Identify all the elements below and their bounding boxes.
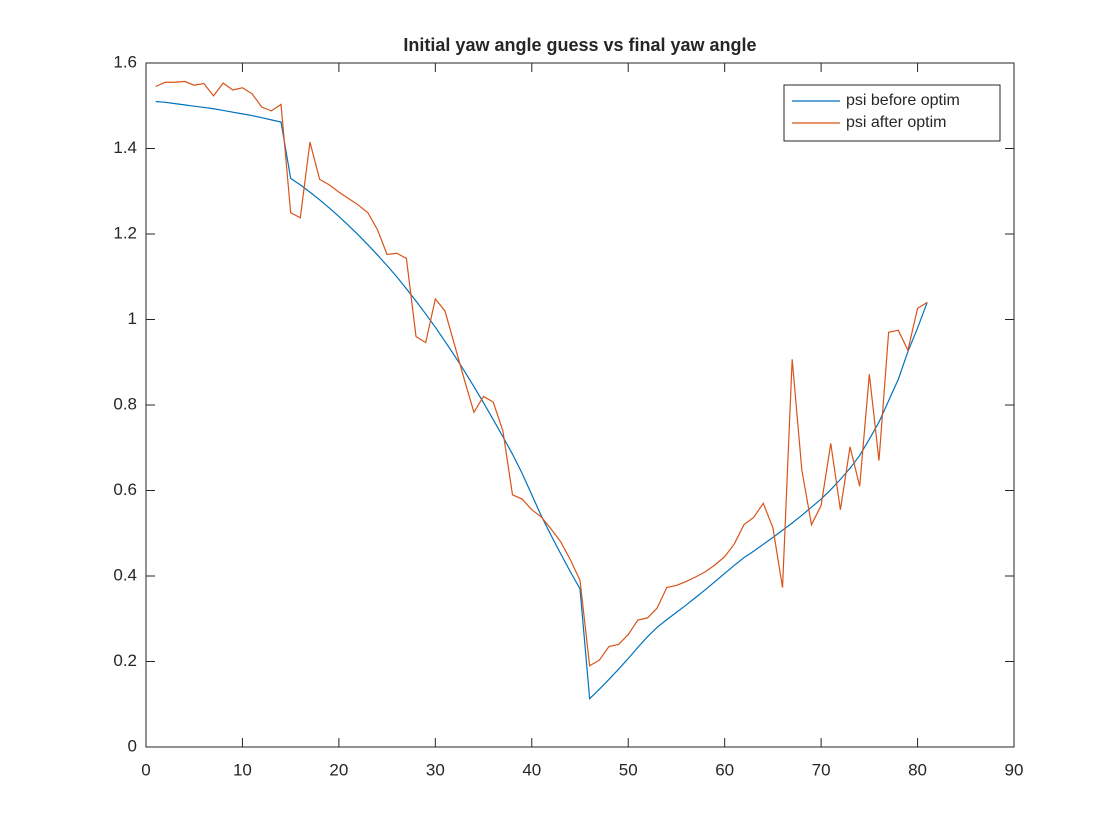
x-tick-label: 80 (908, 760, 927, 779)
x-tick-label: 50 (619, 760, 638, 779)
y-tick-label: 0.4 (113, 565, 137, 584)
x-tick-label: 40 (522, 760, 541, 779)
chart-title: Initial yaw angle guess vs final yaw ang… (403, 35, 756, 55)
x-tick-label: 90 (1005, 760, 1024, 779)
x-tick-label: 60 (715, 760, 734, 779)
y-tick-label: 1.6 (113, 52, 137, 71)
legend-box (783, 84, 1001, 142)
x-tick-label: 10 (233, 760, 252, 779)
y-tick-label: 1 (128, 309, 137, 328)
y-tick-label: 1.2 (113, 223, 137, 242)
x-tick-label: 20 (329, 760, 348, 779)
line (155, 80, 928, 667)
x-tick-label: 70 (812, 760, 831, 779)
x-tick-label: 30 (426, 760, 445, 779)
y-tick-label: 0 (128, 736, 137, 755)
legend-label: psi after optim (846, 114, 946, 131)
y-tick-label: 0.2 (113, 651, 137, 670)
y-tick-label: 1.4 (113, 138, 137, 157)
y-tick-label: 0.8 (113, 394, 137, 413)
x-tick-label: 0 (141, 760, 150, 779)
y-tick-label: 0.6 (113, 480, 137, 499)
legend-label: psi before optim (846, 92, 960, 109)
